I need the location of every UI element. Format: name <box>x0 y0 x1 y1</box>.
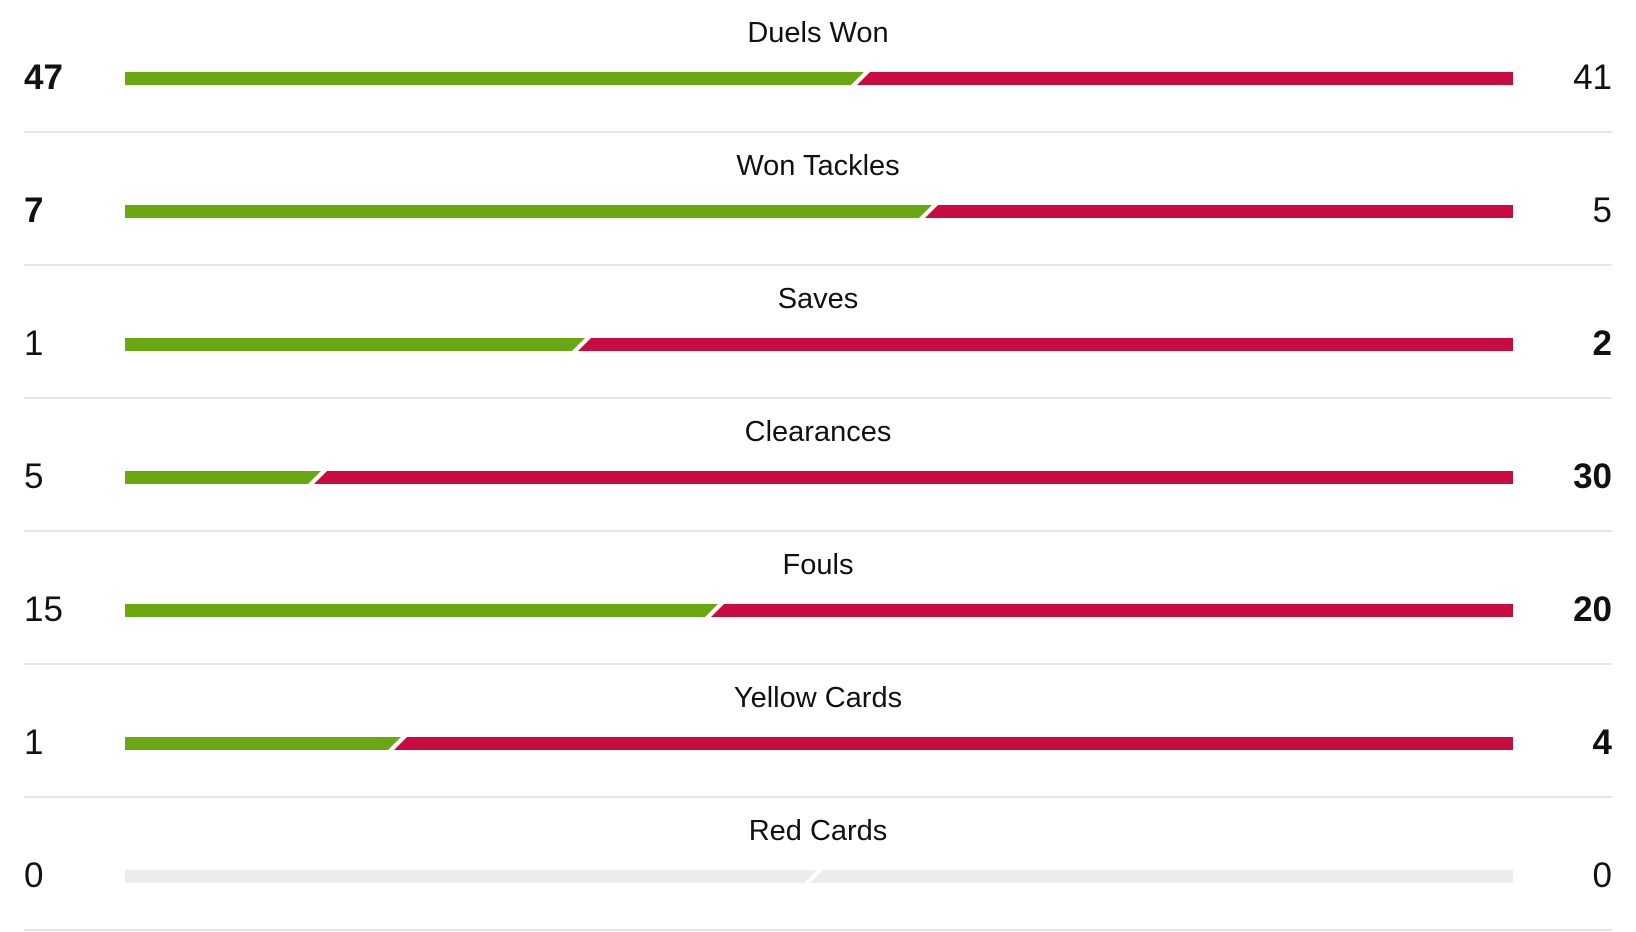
stat-label: Fouls <box>782 549 854 581</box>
stat-row-clearances: Clearances 5 30 <box>24 399 1612 532</box>
away-value: 20 <box>1573 590 1612 629</box>
stat-bar <box>125 205 1513 218</box>
stat-label: Duels Won <box>747 17 889 49</box>
home-value: 0 <box>24 856 44 895</box>
home-bar-segment <box>125 471 321 484</box>
away-bar-segment <box>925 205 1513 218</box>
away-bar-segment <box>394 737 1513 750</box>
stat-row-red-cards: Red Cards 0 0 <box>24 798 1612 931</box>
away-value: 41 <box>1573 58 1612 97</box>
stat-bar <box>125 870 1513 883</box>
home-value: 1 <box>24 723 44 762</box>
home-bar-segment <box>125 870 817 883</box>
home-bar-segment <box>125 737 401 750</box>
stat-row-duels-won: Duels Won 47 41 <box>24 0 1612 133</box>
home-bar-segment <box>125 205 932 218</box>
home-value: 5 <box>24 457 44 496</box>
stat-label: Saves <box>777 283 859 315</box>
home-bar-segment <box>125 604 718 617</box>
stat-label: Clearances <box>744 416 892 448</box>
stat-label: Yellow Cards <box>733 682 903 714</box>
home-bar-segment <box>125 338 585 351</box>
away-bar-segment <box>578 338 1513 351</box>
away-bar-segment <box>314 471 1513 484</box>
stat-row-saves: Saves 1 2 <box>24 266 1612 399</box>
away-bar-segment <box>857 72 1513 85</box>
stat-bar <box>125 737 1513 750</box>
home-value: 47 <box>24 58 63 97</box>
stat-bar <box>125 604 1513 617</box>
away-bar-segment <box>711 604 1513 617</box>
stat-row-won-tackles: Won Tackles 7 5 <box>24 133 1612 266</box>
stat-row-yellow-cards: Yellow Cards 1 4 <box>24 665 1612 798</box>
home-value: 7 <box>24 191 44 230</box>
away-value: 4 <box>1592 723 1612 762</box>
stat-bar <box>125 72 1513 85</box>
away-value: 2 <box>1592 324 1612 363</box>
stat-row-fouls: Fouls 15 20 <box>24 532 1612 665</box>
away-bar-segment <box>810 870 1513 883</box>
home-bar-segment <box>125 72 864 85</box>
home-value: 15 <box>24 590 63 629</box>
away-value: 0 <box>1592 856 1612 895</box>
away-value: 5 <box>1592 191 1612 230</box>
stat-bar <box>125 471 1513 484</box>
away-value: 30 <box>1573 457 1612 496</box>
stat-label: Won Tackles <box>736 150 900 182</box>
home-value: 1 <box>24 324 44 363</box>
stat-bar <box>125 338 1513 351</box>
stat-label: Red Cards <box>748 815 888 847</box>
